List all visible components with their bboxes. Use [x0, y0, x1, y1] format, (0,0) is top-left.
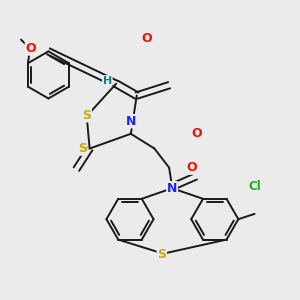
Text: O: O: [26, 42, 36, 55]
Text: O: O: [141, 32, 152, 45]
Text: S: S: [157, 248, 166, 261]
Text: Cl: Cl: [249, 180, 261, 193]
Text: H: H: [103, 76, 112, 86]
Text: S: S: [78, 142, 87, 155]
Text: N: N: [126, 115, 136, 128]
Text: N: N: [167, 182, 177, 195]
Text: O: O: [191, 127, 202, 140]
Text: S: S: [82, 109, 91, 122]
Text: O: O: [187, 161, 197, 174]
